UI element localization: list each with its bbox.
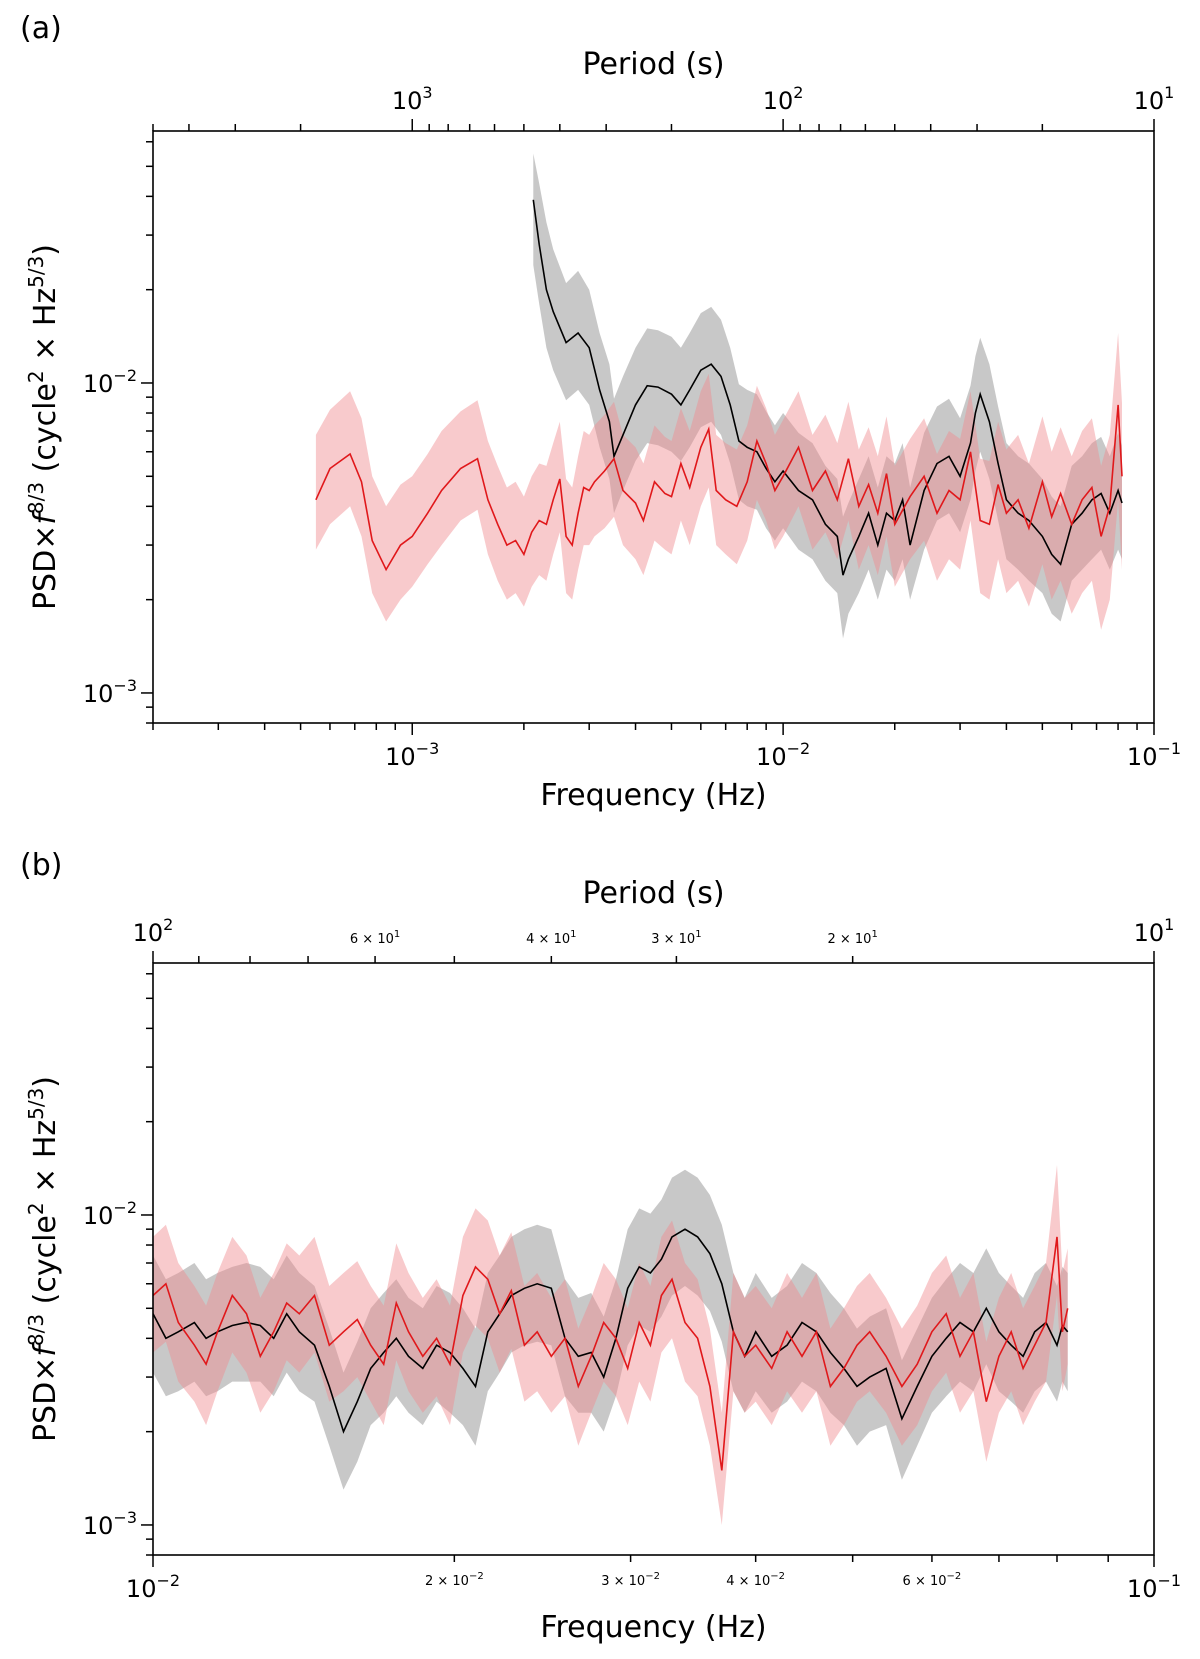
series-line <box>315 404 1123 572</box>
plot-area <box>315 153 1123 639</box>
plot-area <box>153 1165 1069 1525</box>
y-tick-label: 10−2 <box>83 1198 137 1230</box>
x-tick-label: 10−2 <box>756 739 810 771</box>
y-tick-label: 10−3 <box>83 676 137 708</box>
panel-a: (a) 10−3 10−2 10−1 103 102 101 10−3 10−2 Frequenc… <box>20 11 1181 813</box>
x-tick-label: 10−1 <box>1127 739 1181 771</box>
y-tick-label: 10−3 <box>83 1508 137 1540</box>
series-line <box>532 199 1123 576</box>
period-tick-label: 101 <box>1134 915 1175 947</box>
period-minor-tick-label: 2 × 101 <box>827 929 877 947</box>
tick-marks <box>141 951 1155 1567</box>
x-tick-label: 10−1 <box>1127 1571 1181 1603</box>
x-tick-label: 10−2 <box>126 1571 180 1603</box>
period-tick-label: 103 <box>392 83 433 115</box>
period-minor-tick-label: 4 × 101 <box>526 929 576 947</box>
x-minor-tick-label: 4 × 10−2 <box>726 1571 785 1589</box>
panel-letter: (b) <box>20 848 62 883</box>
period-axis-label: Period (s) <box>582 876 724 911</box>
uncertainty-band <box>533 153 1122 639</box>
x-tick-label: 10−3 <box>385 739 439 771</box>
y-axis-label: PSD×f8/3 (cycle2 × Hz5/3) <box>24 244 63 610</box>
period-tick-label: 102 <box>763 83 804 115</box>
period-tick-label: 102 <box>133 915 174 947</box>
x-minor-tick-label: 3 × 10−2 <box>601 1571 660 1589</box>
tick-marks <box>141 119 1155 735</box>
period-minor-tick-label: 3 × 101 <box>651 929 701 947</box>
axes-frame <box>152 962 1155 1556</box>
series-line <box>153 1236 1069 1471</box>
x-axis-label: Frequency (Hz) <box>540 778 766 813</box>
uncertainty-band <box>153 1165 1068 1525</box>
series-line <box>153 1228 1069 1434</box>
y-axis-label: PSD×f8/3 (cycle2 × Hz5/3) <box>24 1076 63 1442</box>
uncertainty-band <box>153 1169 1068 1490</box>
x-minor-tick-label: 2 × 10−2 <box>425 1571 484 1589</box>
period-axis-label: Period (s) <box>582 47 724 82</box>
panel-letter: (a) <box>20 11 62 46</box>
period-tick-label: 101 <box>1134 83 1175 115</box>
y-tick-label: 10−2 <box>83 366 137 398</box>
axes-frame <box>152 130 1155 724</box>
period-minor-tick-label: 6 × 101 <box>350 929 400 947</box>
uncertainty-band <box>315 333 1122 630</box>
panel-b: (b) 10−2 10−1 2 × 10−2 3 × 10−2 4 × 10−2 6 × 1… <box>20 848 1181 1645</box>
x-minor-tick-label: 6 × 10−2 <box>903 1571 962 1589</box>
x-axis-label: Frequency (Hz) <box>540 1610 766 1645</box>
